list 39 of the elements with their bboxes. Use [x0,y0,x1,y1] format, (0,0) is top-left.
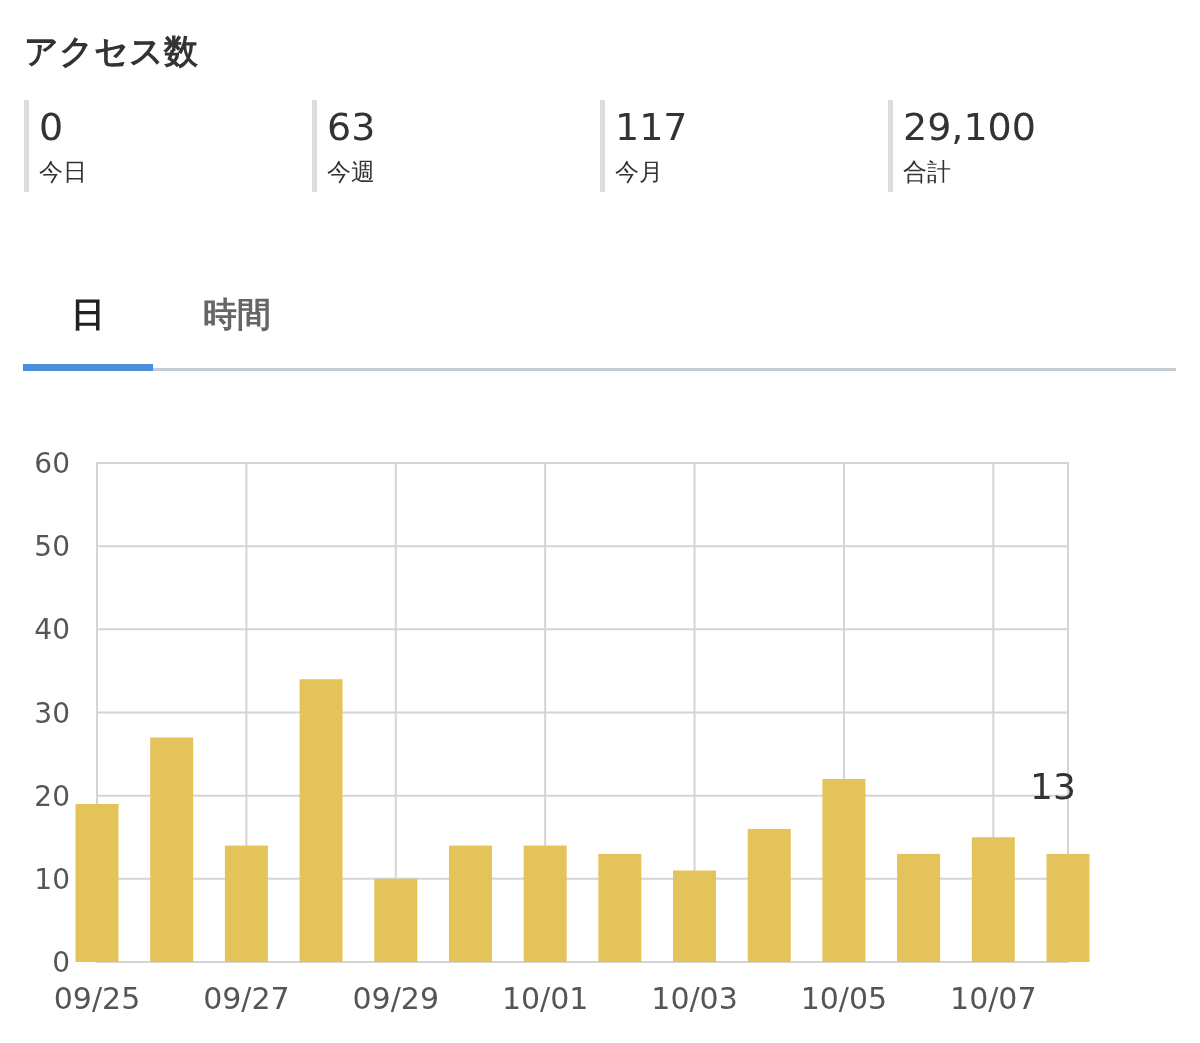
bar [673,870,717,962]
y-tick-label: 40 [34,613,70,647]
text: 日 [71,294,105,334]
x-tick-label: 10/07 [950,981,1037,1016]
bar [822,779,866,962]
data-label: 13 [1030,765,1076,807]
x-tick-label: 09/25 [53,981,141,1016]
y-tick-label: 20 [34,779,70,813]
y-tick-label: 60 [34,447,70,480]
bar [299,679,343,962]
text: 時間 [203,294,271,334]
bar [75,803,119,962]
y-tick-label: 0 [52,946,70,979]
x-tick-label: 10/01 [501,981,589,1016]
bar [897,853,941,962]
x-tick-label: 10/05 [800,981,888,1016]
text: 今日 [39,158,87,186]
bar [448,845,492,962]
y-tick-label: 10 [34,862,70,896]
text: 117 [615,105,688,149]
y-tick-label: 30 [34,696,70,730]
bar [971,837,1015,962]
x-tick-label: 10/03 [651,981,738,1016]
text: 今月 [615,158,663,186]
bar [747,828,791,962]
bar [374,878,418,962]
text: 63 [327,105,376,149]
x-tick-label: 09/27 [203,981,290,1016]
bar [598,853,642,962]
bar [1046,853,1090,962]
text: アクセス数 [24,31,199,71]
bar [523,845,567,962]
y-tick-label: 50 [34,530,70,564]
text: 29,100 [903,105,1036,149]
bar [224,845,268,962]
text: 合計 [903,158,951,186]
bar [150,737,194,962]
text: 今週 [327,158,375,186]
x-tick-label: 09/29 [352,981,439,1016]
